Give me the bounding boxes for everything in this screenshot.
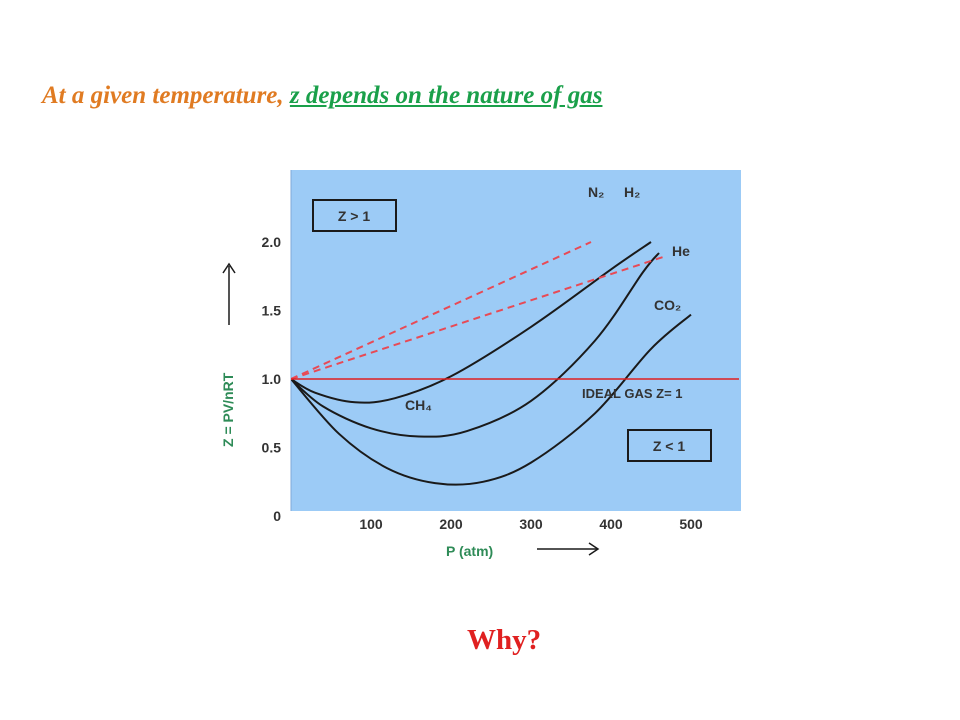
y-axis-title: Z = PV/nRT: [220, 372, 236, 447]
headline-part-2: z depends on the nature of gas: [289, 82, 603, 109]
series-ch: [291, 252, 660, 438]
series-h: [291, 241, 592, 380]
ideal-gas-label: IDEAL GAS Z= 1: [582, 386, 683, 401]
y-axis-arrowhead: [222, 262, 236, 274]
y-tick-label: 0: [273, 508, 281, 524]
he-label: He: [672, 243, 690, 259]
y-tick-label: 0.5: [262, 440, 282, 456]
x-axis-arrowhead: [588, 542, 600, 556]
series-co: [291, 313, 692, 486]
series-n: [291, 241, 652, 404]
ch4-label: CH₄: [405, 397, 432, 413]
headline-part-1: At a given temperature,: [42, 82, 284, 109]
headline: At a given temperature, z depends on the…: [42, 82, 602, 110]
x-tick-label: 400: [599, 516, 623, 532]
z-less-box: [627, 429, 712, 462]
x-tick-label: 100: [359, 516, 383, 532]
co2-label: CO₂: [654, 297, 681, 313]
series-he: [291, 254, 668, 380]
x-tick-label: 200: [439, 516, 463, 532]
x-tick-label: 300: [519, 516, 543, 532]
x-tick-label: 500: [679, 516, 703, 532]
why-question: Why?: [467, 624, 542, 656]
z-less-label: Z < 1: [653, 438, 686, 454]
n2-label: N₂: [588, 184, 604, 200]
z-greater-label: Z > 1: [338, 208, 371, 224]
h2-label: H₂: [624, 184, 640, 200]
y-tick-label: 1.5: [262, 303, 282, 319]
z-greater-box: [312, 199, 397, 232]
plot-area: [291, 170, 741, 511]
y-tick-label: 1.0: [262, 371, 282, 387]
y-tick-label: 2.0: [262, 234, 282, 250]
x-axis-title: P (atm): [446, 543, 493, 559]
